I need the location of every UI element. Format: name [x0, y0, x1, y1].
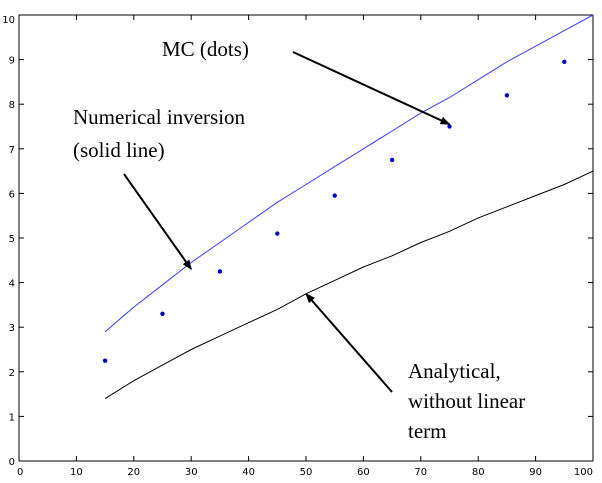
y-tick-label: 4 — [9, 279, 15, 290]
annotation-text: Numerical inversion — [73, 105, 246, 129]
mc-dot — [447, 124, 452, 129]
annotations: MC (dots) Numerical inversion (solid line)… — [73, 37, 525, 443]
annotation-mc: MC (dots) — [162, 37, 451, 126]
y-tick-label: 2 — [9, 368, 15, 379]
mc-dot — [332, 193, 337, 198]
x-tick-label: 80 — [472, 467, 485, 478]
y-tick-label: 10 — [2, 15, 15, 26]
annotation-analytical: Analytical, without linear term — [305, 292, 525, 443]
x-tick-label: 90 — [529, 467, 542, 478]
y-tick-label: 5 — [9, 234, 15, 245]
x-tick-label: 20 — [127, 467, 140, 478]
mc-dot — [217, 269, 223, 274]
y-tick-label: 0 — [9, 457, 15, 468]
y-axis: 0 1 2 3 4 5 6 7 8 9 10 — [2, 14, 593, 468]
mc-dot — [562, 59, 567, 65]
x-axis: 0 10 20 30 40 50 60 70 80 90 100 — [17, 15, 594, 478]
annotation-text: term — [408, 419, 446, 443]
x-tick-label: 60 — [357, 467, 370, 478]
annotation-text: MC (dots) — [162, 37, 249, 61]
plot-area — [18, 14, 594, 462]
mc-dot — [389, 157, 395, 163]
x-tick-label: 0 — [17, 467, 23, 478]
annotation-text: Analytical, — [408, 359, 501, 383]
annotation-text: without linear — [408, 389, 525, 413]
annotation-text: (solid line) — [73, 138, 165, 162]
y-tick-label: 1 — [9, 412, 15, 423]
y-tick-label: 6 — [9, 189, 15, 200]
x-tick-label: 10 — [70, 467, 83, 478]
mc-dot — [504, 93, 510, 98]
x-tick-label: 30 — [185, 467, 198, 478]
annotation-numerical: Numerical inversion (solid line) — [73, 105, 246, 271]
x-tick-label: 70 — [414, 467, 427, 478]
annotation-arrow — [123, 173, 193, 271]
mc-dot — [102, 358, 108, 363]
y-tick-label: 7 — [9, 145, 15, 156]
x-tick-label: 40 — [242, 467, 255, 478]
x-tick-label: 50 — [300, 467, 313, 478]
mc-dot — [275, 231, 280, 236]
analytical-line — [104, 170, 594, 400]
x-tick-label: 100 — [574, 467, 593, 478]
annotation-arrow — [292, 51, 451, 126]
annotation-arrow — [305, 292, 393, 393]
y-tick-label: 3 — [9, 323, 15, 334]
mc-dot — [160, 311, 165, 317]
y-tick-label: 9 — [9, 56, 15, 67]
y-tick-label: 8 — [9, 100, 15, 111]
